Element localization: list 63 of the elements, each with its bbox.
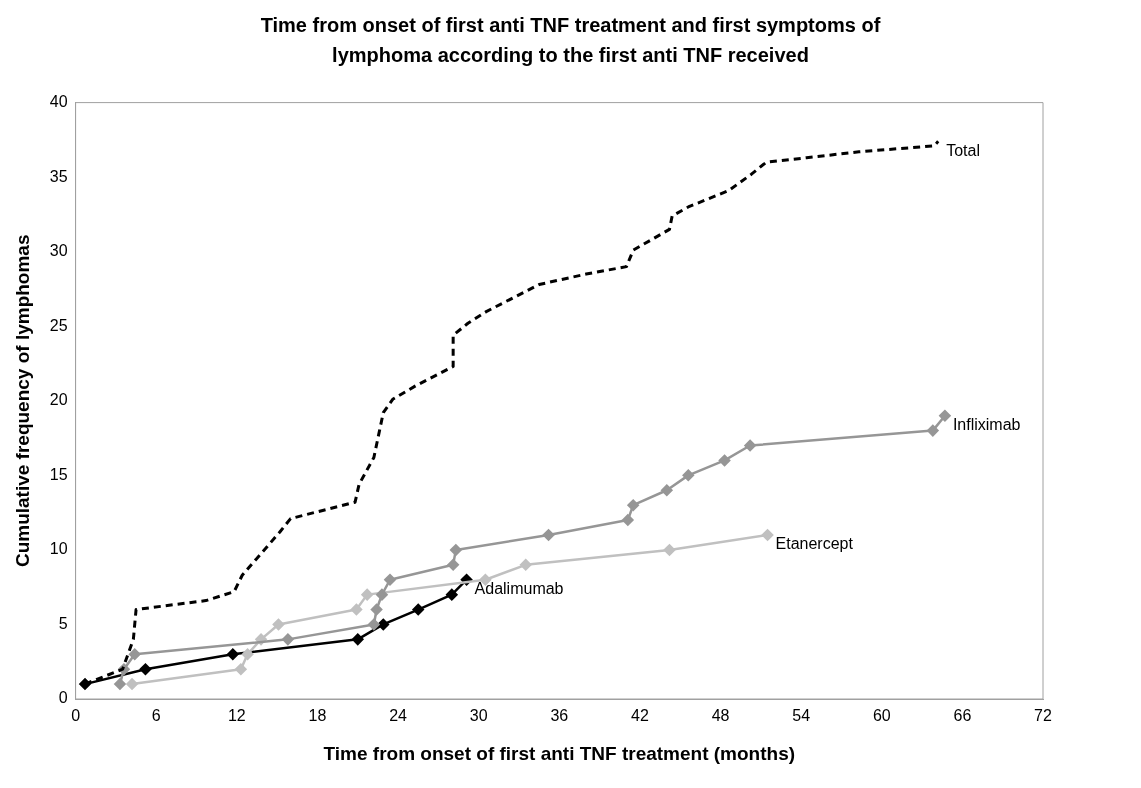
x-tick-label: 60 bbox=[872, 707, 891, 725]
point bbox=[235, 663, 247, 675]
x-tick-label: 0 bbox=[71, 707, 81, 725]
y-tick-label: 30 bbox=[49, 242, 68, 260]
point bbox=[744, 439, 756, 452]
point bbox=[376, 588, 388, 601]
point bbox=[126, 678, 138, 690]
x-tick-label: 54 bbox=[792, 707, 811, 725]
y-tick-label: 25 bbox=[49, 316, 68, 334]
point bbox=[939, 409, 951, 422]
point bbox=[128, 648, 141, 661]
point bbox=[227, 648, 239, 661]
x-tick-label: 18 bbox=[308, 707, 327, 725]
point bbox=[282, 633, 294, 646]
point bbox=[412, 603, 424, 616]
point bbox=[761, 529, 774, 541]
y-tick-label: 5 bbox=[58, 614, 68, 632]
point bbox=[627, 499, 639, 511]
point bbox=[79, 678, 91, 690]
x-tick-label: 12 bbox=[227, 707, 246, 725]
point bbox=[447, 559, 459, 571]
point bbox=[384, 573, 396, 586]
point bbox=[718, 454, 731, 467]
x-tick-label: 72 bbox=[1034, 707, 1052, 725]
point bbox=[622, 514, 634, 526]
point bbox=[241, 648, 254, 661]
point bbox=[370, 603, 383, 616]
chart-title: Time from onset of first anti TNF treatment and first symptoms of lymphoma according to the first anti TNF received bbox=[259, 13, 882, 68]
point bbox=[519, 559, 532, 571]
x-tick-label: 66 bbox=[953, 707, 972, 725]
series-label: Etanercept bbox=[775, 535, 854, 553]
y-tick-label: 10 bbox=[49, 540, 68, 558]
point bbox=[368, 618, 380, 631]
point bbox=[542, 529, 555, 541]
point bbox=[139, 663, 152, 675]
point bbox=[450, 544, 462, 556]
point bbox=[352, 633, 364, 646]
x-tick-label: 24 bbox=[389, 707, 408, 725]
y-tick-label: 40 bbox=[49, 93, 68, 111]
x-tick-label: 6 bbox=[151, 707, 161, 725]
x-tick-label: 30 bbox=[469, 707, 488, 725]
point bbox=[682, 469, 695, 482]
point bbox=[377, 618, 390, 631]
x-tick-label: 36 bbox=[550, 707, 569, 725]
x-tick-label: 42 bbox=[631, 707, 649, 725]
y-tick-label: 35 bbox=[49, 167, 68, 185]
point bbox=[114, 678, 126, 690]
series-label: Infliximab bbox=[952, 416, 1021, 434]
series-label: Adalimumab bbox=[474, 580, 564, 598]
x-axis-title: Time from onset of first anti TNF treatment (months) bbox=[323, 742, 796, 764]
x-tick-label: 48 bbox=[711, 707, 730, 725]
y-tick-label: 15 bbox=[49, 465, 68, 483]
y-axis-title: Cumulative frequency of lymphomas bbox=[11, 234, 33, 568]
y-tick-label: 20 bbox=[49, 391, 68, 409]
point bbox=[663, 544, 676, 556]
y-tick-label: 0 bbox=[58, 689, 68, 707]
point bbox=[350, 603, 363, 616]
series-label: Total bbox=[946, 141, 980, 159]
point bbox=[927, 424, 939, 437]
point bbox=[661, 484, 673, 497]
point bbox=[361, 588, 373, 601]
point bbox=[272, 618, 285, 631]
point bbox=[446, 588, 458, 601]
